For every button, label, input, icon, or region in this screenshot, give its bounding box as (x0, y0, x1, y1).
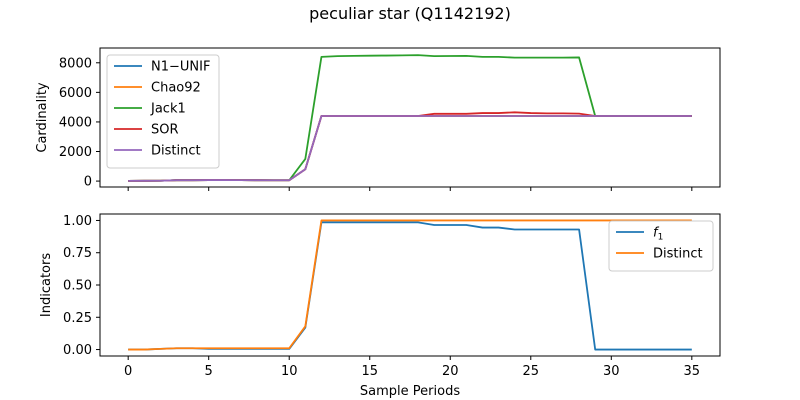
x-tick-label: 25 (523, 364, 540, 379)
y-axis-label: Cardinality (35, 82, 50, 153)
x-tick-label: 15 (361, 364, 378, 379)
x-tick-label: 5 (205, 364, 213, 379)
legend-label: f1 (653, 226, 663, 243)
y-tick-label: 4000 (59, 115, 92, 130)
legend-label: SOR (151, 123, 179, 138)
y-axis-label: Indicators (39, 253, 54, 317)
y-tick-label: 6000 (59, 86, 92, 101)
legend-label: Distinct (653, 247, 703, 262)
legend-label: Distinct (151, 144, 201, 159)
legend-box (106, 54, 220, 169)
y-tick-label: 0 (84, 175, 92, 190)
x-axis-label: Sample Periods (360, 384, 460, 399)
x-tick-label: 20 (442, 364, 459, 379)
legend-label: Chao92 (151, 81, 201, 96)
legend-box (608, 220, 714, 272)
x-tick-label: 10 (281, 364, 298, 379)
x-tick-label: 0 (124, 364, 132, 379)
figure-title: peculiar star (Q1142192) (309, 4, 511, 23)
y-tick-label: 1.00 (63, 214, 92, 229)
y-tick-label: 0.75 (63, 246, 92, 261)
indicators-panel: 0 5 10 15 20 25 30 35 0.00 0.25 0.50 0.75 1.00 Indica… (39, 213, 721, 399)
y-tick-label: 0.25 (63, 311, 92, 326)
legend-label: N1−UNIF (151, 60, 210, 75)
series-line-distinct (128, 115, 692, 182)
cardinality-panel: 0 2000 4000 6000 8000 Cardinality N1−UNIF Chao9… (35, 47, 721, 191)
legend-label: Jack1 (150, 102, 186, 117)
y-tick-label: 0.50 (63, 279, 92, 294)
y-tick-label: 0.00 (63, 343, 92, 358)
legend: N1−UNIF Chao92 Jack1 SOR Distinct (106, 54, 220, 169)
x-tick-label: 30 (603, 364, 620, 379)
y-tick-label: 8000 (59, 56, 92, 71)
x-tick-label: 35 (684, 364, 701, 379)
series-line-distinct (128, 219, 692, 351)
y-tick-label: 2000 (59, 145, 92, 160)
legend: f1 Distinct (608, 220, 714, 272)
